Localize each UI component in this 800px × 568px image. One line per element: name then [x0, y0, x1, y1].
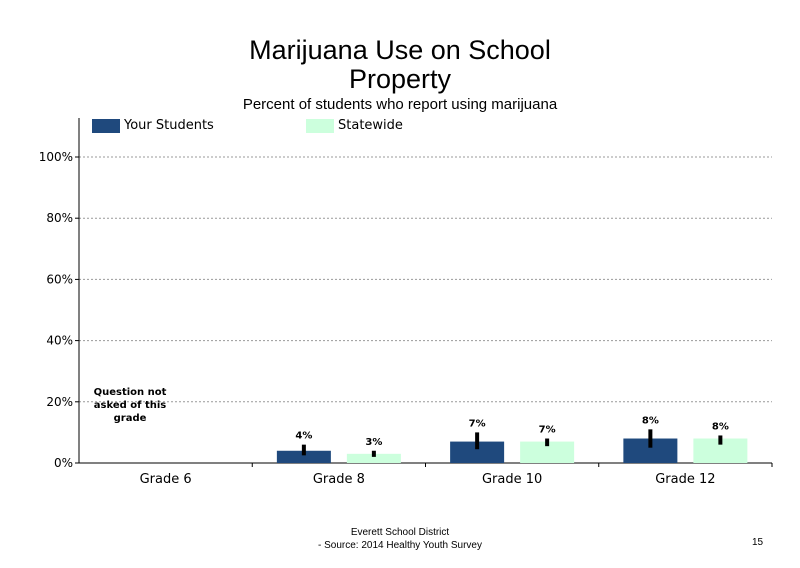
x-tick-label: Grade 6 [140, 472, 192, 487]
chart-subtitle: Percent of students who report using mar… [242, 96, 558, 113]
data-label: 7% [539, 425, 556, 436]
not-asked-note: Question not asked of this grade [93, 387, 167, 424]
data-label: 3% [365, 437, 382, 448]
footer-source: - Source: 2014 Healthy Youth Survey [318, 540, 482, 551]
legend-swatch-your-students [92, 119, 120, 133]
page-number: 15 [752, 537, 764, 548]
chart-title-line1: Marijuana Use on School [249, 35, 551, 65]
x-tick-label: Grade 8 [313, 472, 365, 487]
legend-label-your-students: Your Students [124, 118, 214, 133]
x-tick-label: Grade 12 [655, 472, 715, 487]
bar-statewide [346, 453, 401, 463]
footer: Everett School District - Source: 2014 H… [250, 526, 550, 552]
x-tick-label: Grade 10 [482, 472, 542, 487]
data-label: 7% [469, 418, 486, 429]
bar-your-students [450, 441, 505, 463]
chart-title: Marijuana Use on School Property [150, 36, 650, 94]
footer-district: Everett School District [350, 527, 450, 538]
bar-statewide [520, 441, 575, 463]
bar-your-students [276, 450, 331, 463]
y-tick-label: 60% [46, 272, 73, 286]
legend-swatch-statewide [306, 119, 334, 133]
data-label: 8% [712, 421, 729, 432]
data-label: 8% [642, 415, 659, 426]
y-tick-label: 40% [46, 334, 73, 348]
legend-label-statewide: Statewide [338, 118, 403, 133]
y-tick-label: 20% [46, 395, 73, 409]
chart-title-line2: Property [348, 64, 452, 94]
y-tick-label: 100% [39, 150, 73, 164]
y-tick-label: 0% [54, 456, 73, 470]
y-tick-label: 80% [46, 211, 73, 225]
data-label: 4% [295, 431, 312, 442]
